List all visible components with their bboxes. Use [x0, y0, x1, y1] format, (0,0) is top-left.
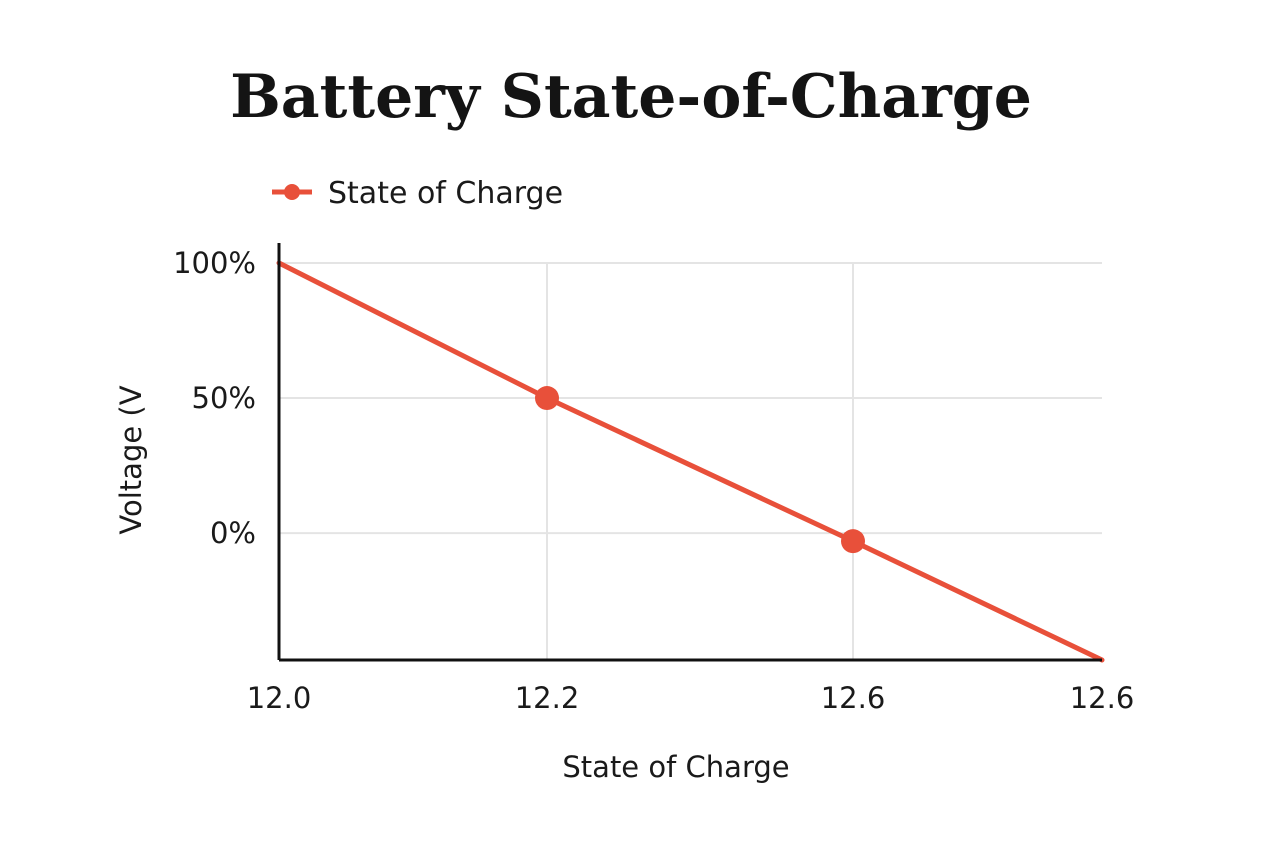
x-axis-label: State of Charge: [562, 750, 789, 784]
y-tick-label: 100%: [173, 246, 256, 280]
chart-title: Battery State-of-Charge: [230, 62, 1032, 132]
axes: [277, 243, 1102, 662]
y-axis-label: Voltage (V: [114, 385, 148, 534]
series-line: [276, 260, 1105, 663]
legend-dot-marker: [284, 184, 300, 200]
x-tick-label: 12.6: [821, 681, 886, 715]
data-point: [535, 386, 559, 411]
x-tick-label: 12.0: [247, 681, 312, 715]
y-tick-label: 0%: [210, 516, 256, 550]
grid: [279, 262, 1102, 660]
y-tick-label: 50%: [192, 381, 256, 415]
data-point: [841, 529, 865, 554]
series-layer: [276, 260, 1105, 663]
x-tick-label: 12.6: [1070, 681, 1135, 715]
tick-labels: 100% 50% 0% 12.0 12.2 12.6 12.6: [173, 246, 1134, 715]
legend: State of Charge: [272, 176, 563, 211]
legend-label: State of Charge: [328, 176, 563, 211]
x-tick-label: 12.2: [515, 681, 580, 715]
